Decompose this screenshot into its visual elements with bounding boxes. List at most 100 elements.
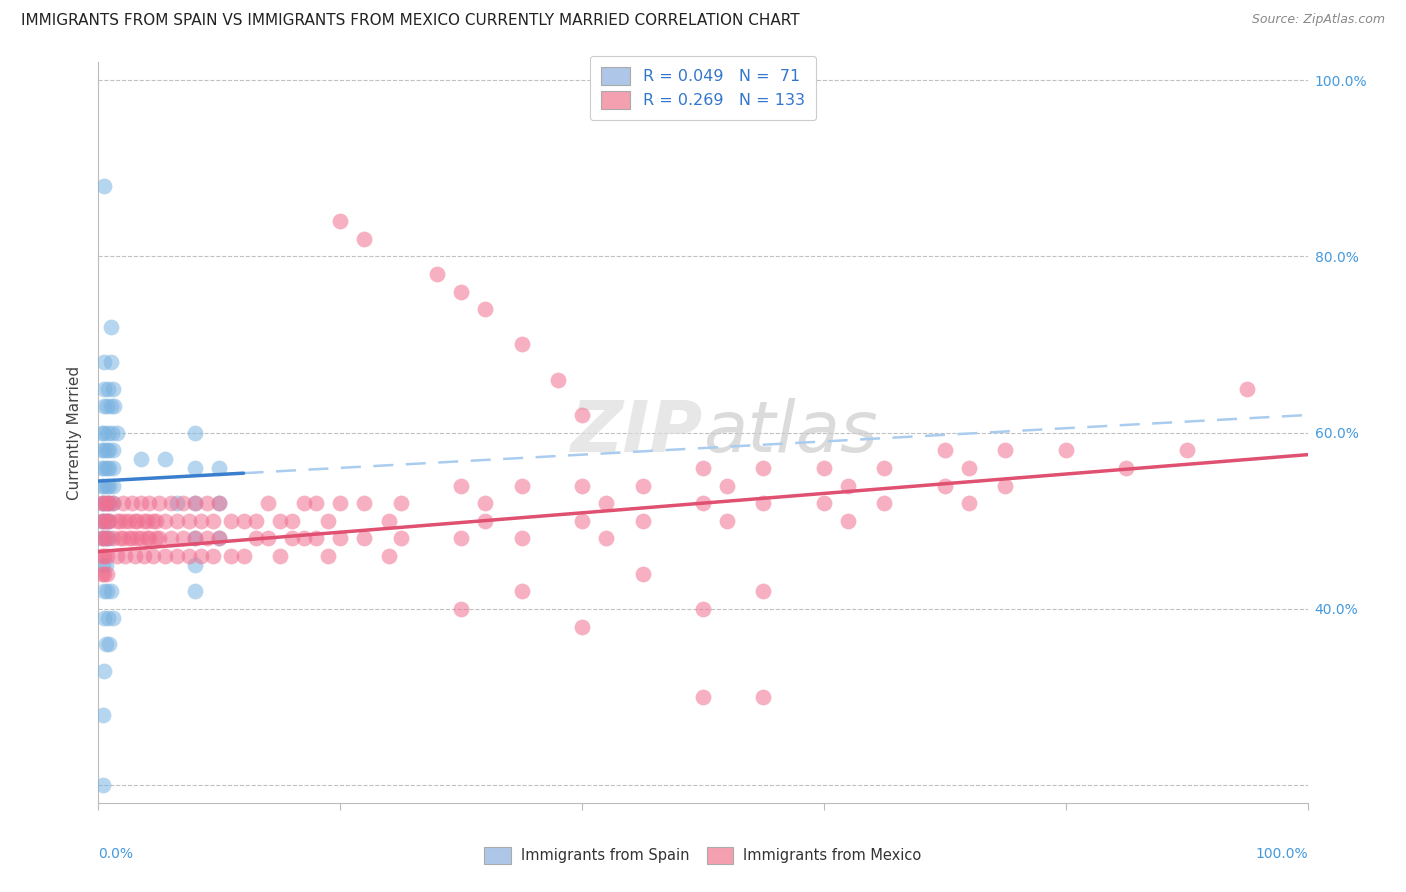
- Point: [135, 532, 157, 546]
- Point: [256, 496, 278, 510]
- Point: [96, 514, 118, 528]
- Point: [202, 514, 225, 528]
- Point: [153, 549, 176, 563]
- Point: [510, 584, 533, 599]
- Point: [547, 373, 569, 387]
- Point: [329, 214, 352, 228]
- Point: [118, 532, 141, 546]
- Point: [93, 549, 115, 563]
- Point: [114, 549, 136, 563]
- Point: [96, 566, 118, 581]
- Point: [1115, 461, 1137, 475]
- Point: [105, 549, 128, 563]
- Point: [93, 496, 115, 510]
- Point: [91, 558, 114, 572]
- Point: [93, 566, 115, 581]
- Legend: Immigrants from Spain, Immigrants from Mexico: Immigrants from Spain, Immigrants from M…: [478, 841, 928, 870]
- Point: [208, 496, 231, 510]
- Point: [91, 425, 114, 440]
- Point: [91, 461, 114, 475]
- Point: [100, 399, 122, 413]
- Point: [93, 382, 115, 396]
- Point: [160, 496, 183, 510]
- Point: [571, 478, 593, 492]
- Point: [692, 690, 714, 704]
- Point: [305, 532, 328, 546]
- Point: [93, 610, 115, 624]
- Point: [124, 549, 146, 563]
- Point: [91, 514, 114, 528]
- Point: [91, 514, 114, 528]
- Point: [329, 532, 352, 546]
- Point: [101, 496, 124, 510]
- Text: atlas: atlas: [703, 398, 877, 467]
- Point: [93, 532, 115, 546]
- Point: [957, 461, 980, 475]
- Point: [269, 514, 291, 528]
- Point: [450, 285, 472, 299]
- Point: [716, 514, 738, 528]
- Point: [98, 532, 121, 546]
- Point: [129, 452, 152, 467]
- Point: [101, 382, 124, 396]
- Point: [98, 443, 121, 458]
- Point: [138, 496, 160, 510]
- Point: [353, 232, 375, 246]
- Point: [98, 496, 121, 510]
- Point: [208, 532, 231, 546]
- Point: [97, 382, 120, 396]
- Point: [105, 425, 128, 440]
- Point: [184, 584, 207, 599]
- Point: [474, 514, 496, 528]
- Point: [121, 496, 143, 510]
- Point: [184, 425, 207, 440]
- Point: [96, 461, 118, 475]
- Point: [142, 514, 165, 528]
- Text: 100.0%: 100.0%: [1256, 847, 1308, 861]
- Point: [292, 496, 315, 510]
- Point: [101, 610, 124, 624]
- Point: [108, 532, 131, 546]
- Point: [179, 514, 201, 528]
- Point: [98, 514, 121, 528]
- Y-axis label: Currently Married: Currently Married: [67, 366, 83, 500]
- Point: [145, 532, 167, 546]
- Point: [184, 496, 207, 510]
- Point: [98, 461, 121, 475]
- Point: [108, 514, 131, 528]
- Point: [100, 584, 122, 599]
- Point: [281, 532, 304, 546]
- Point: [111, 532, 134, 546]
- Point: [172, 496, 194, 510]
- Point: [450, 602, 472, 616]
- Point: [96, 514, 118, 528]
- Point: [813, 496, 835, 510]
- Point: [571, 514, 593, 528]
- Point: [281, 514, 304, 528]
- Point: [957, 496, 980, 510]
- Point: [134, 549, 156, 563]
- Point: [208, 532, 231, 546]
- Point: [179, 549, 201, 563]
- Point: [232, 514, 254, 528]
- Point: [184, 558, 207, 572]
- Point: [184, 461, 207, 475]
- Point: [93, 478, 115, 492]
- Point: [166, 514, 188, 528]
- Point: [692, 461, 714, 475]
- Text: Source: ZipAtlas.com: Source: ZipAtlas.com: [1251, 13, 1385, 27]
- Point: [91, 443, 114, 458]
- Point: [93, 496, 115, 510]
- Point: [692, 496, 714, 510]
- Point: [97, 425, 120, 440]
- Point: [124, 514, 146, 528]
- Point: [93, 355, 115, 369]
- Point: [96, 478, 118, 492]
- Point: [100, 355, 122, 369]
- Point: [96, 549, 118, 563]
- Point: [377, 549, 399, 563]
- Point: [101, 461, 124, 475]
- Point: [232, 549, 254, 563]
- Point: [595, 496, 617, 510]
- Point: [184, 532, 207, 546]
